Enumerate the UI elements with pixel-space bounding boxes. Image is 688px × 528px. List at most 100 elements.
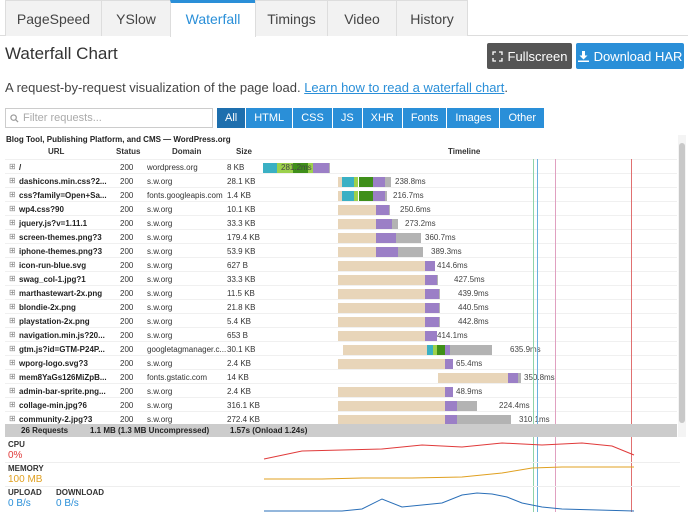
expand-icon[interactable]: ⊞	[9, 288, 16, 297]
tab-waterfall[interactable]: Waterfall	[170, 0, 256, 37]
request-row[interactable]: ⊞ css?family=Open+Sa... 200 fonts.googleapi…	[5, 187, 677, 203]
tab-pagespeed[interactable]: PageSpeed	[5, 0, 102, 36]
timing-bar-blocking	[338, 387, 445, 398]
learn-waterfall-link[interactable]: Learn how to read a waterfall chart	[304, 80, 505, 95]
scrollbar-thumb[interactable]	[679, 143, 685, 423]
filter-other-button[interactable]: Other	[500, 108, 544, 128]
request-url[interactable]: admin-bar-sprite.png...	[19, 387, 106, 396]
expand-icon[interactable]: ⊞	[9, 190, 16, 199]
filter-html-button[interactable]: HTML	[246, 108, 293, 128]
request-time: 250.6ms	[400, 205, 431, 214]
expand-icon[interactable]: ⊞	[9, 358, 16, 367]
table-scrollbar[interactable]	[678, 135, 686, 437]
request-url[interactable]: css?family=Open+Sa...	[19, 191, 107, 200]
expand-icon[interactable]: ⊞	[9, 162, 16, 171]
request-row[interactable]: ⊞ admin-bar-sprite.png... 200 s.w.org 2.4 KB…	[5, 383, 677, 399]
filter-all-button[interactable]: All	[217, 108, 246, 128]
request-url[interactable]: icon-run-blue.svg	[19, 261, 87, 270]
request-url[interactable]: playstation-2x.png	[19, 317, 90, 326]
download-har-button[interactable]: Download HAR	[576, 43, 684, 69]
tab-history[interactable]: History	[396, 0, 468, 36]
request-status: 200	[120, 401, 134, 410]
request-row[interactable]: ⊞/ 200 wordpress.org 8 KB 281.2ms	[5, 159, 677, 175]
expand-icon[interactable]: ⊞	[9, 414, 16, 423]
request-url[interactable]: dashicons.min.css?2...	[19, 177, 107, 186]
tab-timings[interactable]: Timings	[255, 0, 328, 36]
request-row[interactable]: ⊞ blondie-2x.png 200 s.w.org 21.8 KB 440.5ms	[5, 299, 677, 315]
expand-icon[interactable]: ⊞	[9, 344, 16, 353]
request-url[interactable]: marthastewart-2x.png	[19, 289, 103, 298]
request-size: 11.5 KB	[227, 289, 255, 298]
request-url[interactable]: gtm.js?id=GTM-P24P...	[19, 345, 105, 354]
fullscreen-button[interactable]: Fullscreen	[487, 43, 572, 69]
expand-icon[interactable]: ⊞	[9, 274, 16, 283]
timing-bar-connect	[354, 177, 358, 188]
request-time: 414.6ms	[437, 261, 468, 270]
timing-bar-blocking	[338, 415, 445, 426]
request-row[interactable]: ⊞ iphone-themes.png?3 200 s.w.org 53.9 KB 389…	[5, 243, 677, 259]
tab-video[interactable]: Video	[327, 0, 397, 36]
expand-icon[interactable]: ⊞	[9, 232, 16, 241]
request-url[interactable]: wp4.css?90	[19, 205, 64, 214]
column-header-domain[interactable]: Domain	[172, 147, 202, 156]
timing-bar-dns	[342, 191, 354, 202]
column-header-size[interactable]: Size	[236, 147, 253, 156]
filter-js-button[interactable]: JS	[332, 108, 362, 128]
timing-bar-wait	[313, 163, 329, 174]
request-row[interactable]: ⊞ mem8YaGs126MiZpB... 200 fonts.gstatic.com…	[5, 369, 677, 385]
request-row[interactable]: ⊞ icon-run-blue.svg 200 s.w.org 627 B 414.6ms	[5, 257, 677, 273]
request-row[interactable]: ⊞ screen-themes.png?3 200 s.w.org 179.4 KB 36…	[5, 229, 677, 245]
request-row[interactable]: ⊞ dashicons.min.css?2... 200 s.w.org 28.1 KB…	[5, 173, 677, 189]
expand-icon[interactable]: ⊞	[9, 176, 16, 185]
expand-icon[interactable]: ⊞	[9, 330, 16, 339]
request-status: 200	[120, 205, 134, 214]
request-url[interactable]: navigation.min.js?20...	[19, 331, 105, 340]
request-row[interactable]: ⊞ community-2.jpg?3 200 s.w.org 272.4 KB 310.…	[5, 411, 677, 427]
request-url[interactable]: swag_col-1.jpg?1	[19, 275, 86, 284]
expand-icon[interactable]: ⊞	[9, 400, 16, 409]
filter-requests-input[interactable]: Filter requests...	[5, 108, 213, 128]
expand-icon[interactable]: ⊞	[9, 260, 16, 269]
column-header-status[interactable]: Status	[116, 147, 141, 156]
filter-fonts-button[interactable]: Fonts	[402, 108, 447, 128]
request-row[interactable]: ⊞ gtm.js?id=GTM-P24P... 200 googletagmanage…	[5, 341, 677, 357]
request-row[interactable]: ⊞ wporg-logo.svg?3 200 s.w.org 2.4 KB 65.4ms	[5, 355, 677, 371]
timing-bar-dns	[263, 163, 277, 174]
request-row[interactable]: ⊞ collage-min.jpg?6 200 s.w.org 316.1 KB 224.…	[5, 397, 677, 413]
request-url[interactable]: blondie-2x.png	[19, 303, 76, 312]
request-row[interactable]: ⊞ wp4.css?90 200 s.w.org 10.1 KB 250.6ms	[5, 201, 677, 217]
request-url[interactable]: jquery.js?v=1.11.1	[19, 219, 88, 228]
request-row[interactable]: ⊞ swag_col-1.jpg?1 200 s.w.org 33.3 KB 427.5m…	[5, 271, 677, 287]
timing-bar-receive	[457, 415, 511, 426]
request-status: 200	[120, 261, 134, 270]
expand-icon[interactable]: ⊞	[9, 246, 16, 255]
request-status: 200	[120, 289, 134, 298]
request-url[interactable]: iphone-themes.png?3	[19, 247, 103, 256]
request-url[interactable]: collage-min.jpg?6	[19, 401, 88, 410]
request-row[interactable]: ⊞ navigation.min.js?20... 200 s.w.org 653 B 4…	[5, 327, 677, 343]
request-row[interactable]: ⊞ marthastewart-2x.png 200 s.w.org 11.5 KB 43…	[5, 285, 677, 301]
expand-icon[interactable]: ⊞	[9, 218, 16, 227]
expand-icon[interactable]: ⊞	[9, 372, 16, 381]
expand-icon[interactable]: ⊞	[9, 316, 16, 325]
request-row[interactable]: ⊞ playstation-2x.png 200 s.w.org 5.4 KB 442.8…	[5, 313, 677, 329]
cpu-label: CPU	[8, 440, 25, 449]
filter-images-button[interactable]: Images	[447, 108, 500, 128]
request-url[interactable]: /	[19, 163, 22, 172]
column-header-url[interactable]: URL	[48, 147, 65, 156]
timing-bar-wait	[376, 247, 398, 258]
expand-icon[interactable]: ⊞	[9, 302, 16, 311]
filter-css-button[interactable]: CSS	[293, 108, 332, 128]
expand-icon[interactable]: ⊞	[9, 204, 16, 213]
request-url[interactable]: mem8YaGs126MiZpB...	[19, 373, 107, 382]
expand-icon[interactable]: ⊞	[9, 386, 16, 395]
request-url[interactable]: wporg-logo.svg?3	[19, 359, 88, 368]
request-url[interactable]: screen-themes.png?3	[19, 233, 102, 242]
filter-xhr-button[interactable]: XHR	[362, 108, 402, 128]
timing-bar-receive	[396, 233, 421, 244]
timing-bar-receive	[437, 275, 438, 286]
timing-bar-blocking	[338, 359, 445, 370]
tab-yslow[interactable]: YSlow	[101, 0, 171, 36]
request-url[interactable]: community-2.jpg?3	[19, 415, 93, 424]
request-row[interactable]: ⊞ jquery.js?v=1.11.1 200 s.w.org 33.3 KB 273.…	[5, 215, 677, 231]
